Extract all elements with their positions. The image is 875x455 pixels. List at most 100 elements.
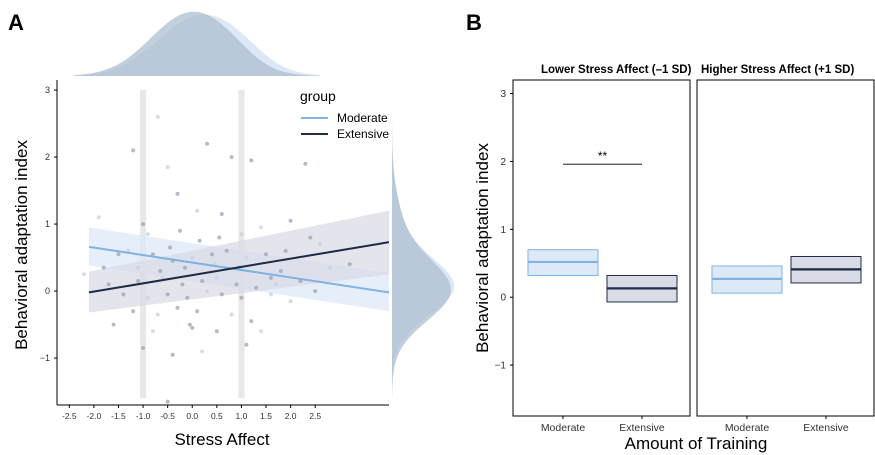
data-point <box>254 285 259 290</box>
data-point <box>195 309 200 314</box>
data-point <box>121 292 126 297</box>
data-point <box>229 312 234 317</box>
ci-band-extensive <box>88 210 389 313</box>
facet-panel-higher <box>696 79 875 417</box>
data-point <box>150 252 155 257</box>
data-point <box>131 148 136 153</box>
data-point <box>209 252 214 257</box>
data-point <box>106 282 111 287</box>
data-point <box>288 299 293 304</box>
data-point <box>96 215 101 220</box>
data-point <box>244 255 249 260</box>
data-point <box>175 305 180 310</box>
data-point <box>224 248 229 253</box>
data-point <box>244 342 249 347</box>
y-tick-label: 3 <box>45 85 50 95</box>
data-point <box>313 289 318 294</box>
data-point <box>278 269 283 273</box>
panel-a-x-axis-title: Stress Affect <box>174 430 269 449</box>
panel-b-y-axis-title: Behavioral adaptation index <box>473 143 492 353</box>
data-point <box>146 295 150 300</box>
data-point <box>303 161 308 166</box>
data-point <box>229 155 234 160</box>
legend-label-extensive: Extensive <box>337 127 389 141</box>
facet-title-lower: Lower Stress Affect (–1 SD) <box>541 64 692 76</box>
x-tick-label: 2.0 <box>285 411 297 421</box>
data-point <box>101 265 106 270</box>
data-point <box>136 265 141 270</box>
data-point <box>239 232 244 237</box>
data-point <box>249 158 254 163</box>
data-point <box>264 252 268 257</box>
interval-plot: Moderate Extensive ** Moderate Extensive −1 0 1… <box>495 79 875 434</box>
x-tick-label: -1.0 <box>136 411 151 421</box>
x-tick-label: 1.0 <box>236 411 248 421</box>
data-point <box>239 295 244 300</box>
x-tick-label: -2.0 <box>87 411 102 421</box>
data-point <box>190 255 195 260</box>
data-point <box>150 329 155 334</box>
legend-label-moderate: Moderate <box>337 111 388 125</box>
x-tick-label: 0.0 <box>186 411 198 421</box>
panel-a-axes: −1 0 1 2 3 -2.5 -2.0 -1.5 -1.0 -0.5 0.0 0.5 1.0 1.5 2.… <box>40 80 389 421</box>
y-tick-label: 1 <box>45 219 50 229</box>
data-point <box>187 322 192 327</box>
top-density-plot <box>74 11 321 77</box>
y-tick-label: −1 <box>40 353 50 363</box>
x-tick-label: 1.5 <box>260 411 272 421</box>
data-point <box>200 279 205 283</box>
data-point <box>269 292 273 297</box>
x-tick-label: 0.5 <box>211 411 223 421</box>
data-point <box>195 208 200 213</box>
data-point <box>308 235 313 240</box>
significance-label: ** <box>598 149 608 163</box>
data-point <box>249 319 254 324</box>
fit-line-extensive <box>88 241 390 294</box>
data-point <box>116 252 121 257</box>
data-point <box>234 282 239 287</box>
data-point <box>328 265 332 270</box>
data-point <box>131 309 136 314</box>
right-density-plot <box>392 90 455 399</box>
data-point <box>165 399 170 404</box>
panel-a-letter: A <box>8 10 24 35</box>
data-point <box>165 165 170 170</box>
fit-line-moderate <box>88 245 390 294</box>
data-point <box>165 292 170 297</box>
x-tick-label: Extensive <box>619 422 665 434</box>
data-point <box>111 322 116 327</box>
data-point <box>178 228 182 233</box>
data-point <box>141 222 146 227</box>
x-tick-label: -1.5 <box>111 411 126 421</box>
data-point <box>205 141 209 146</box>
data-point <box>182 265 187 270</box>
data-point <box>200 349 205 354</box>
facet-panel-lower <box>512 79 691 417</box>
y-tick-label: 0 <box>500 293 506 304</box>
y-tick-label: 0 <box>45 286 50 296</box>
panel-b-letter: B <box>466 10 482 35</box>
panel-b-x-axis-title: Amount of Training <box>625 434 768 453</box>
data-point <box>190 325 195 330</box>
data-point <box>288 218 293 223</box>
y-tick-label: 3 <box>500 89 506 100</box>
data-point <box>82 272 87 277</box>
x-tick-label: 2.5 <box>309 411 321 421</box>
data-point <box>347 262 352 267</box>
data-point <box>155 312 160 317</box>
data-point <box>185 295 190 300</box>
y-tick-label: −1 <box>495 361 507 372</box>
data-point <box>170 352 175 357</box>
data-point <box>175 191 180 196</box>
x-tick-label: Extensive <box>803 422 849 434</box>
data-point <box>146 232 150 237</box>
data-point <box>155 114 160 119</box>
data-point <box>219 212 224 216</box>
data-point <box>205 289 209 294</box>
data-point <box>197 238 202 243</box>
data-point <box>269 275 273 280</box>
x-tick-label: Moderate <box>541 422 586 434</box>
y-tick-label: 2 <box>500 157 506 168</box>
facet-title-higher: Higher Stress Affect (+1 SD) <box>701 64 854 76</box>
scatter-plot-area <box>82 90 390 404</box>
